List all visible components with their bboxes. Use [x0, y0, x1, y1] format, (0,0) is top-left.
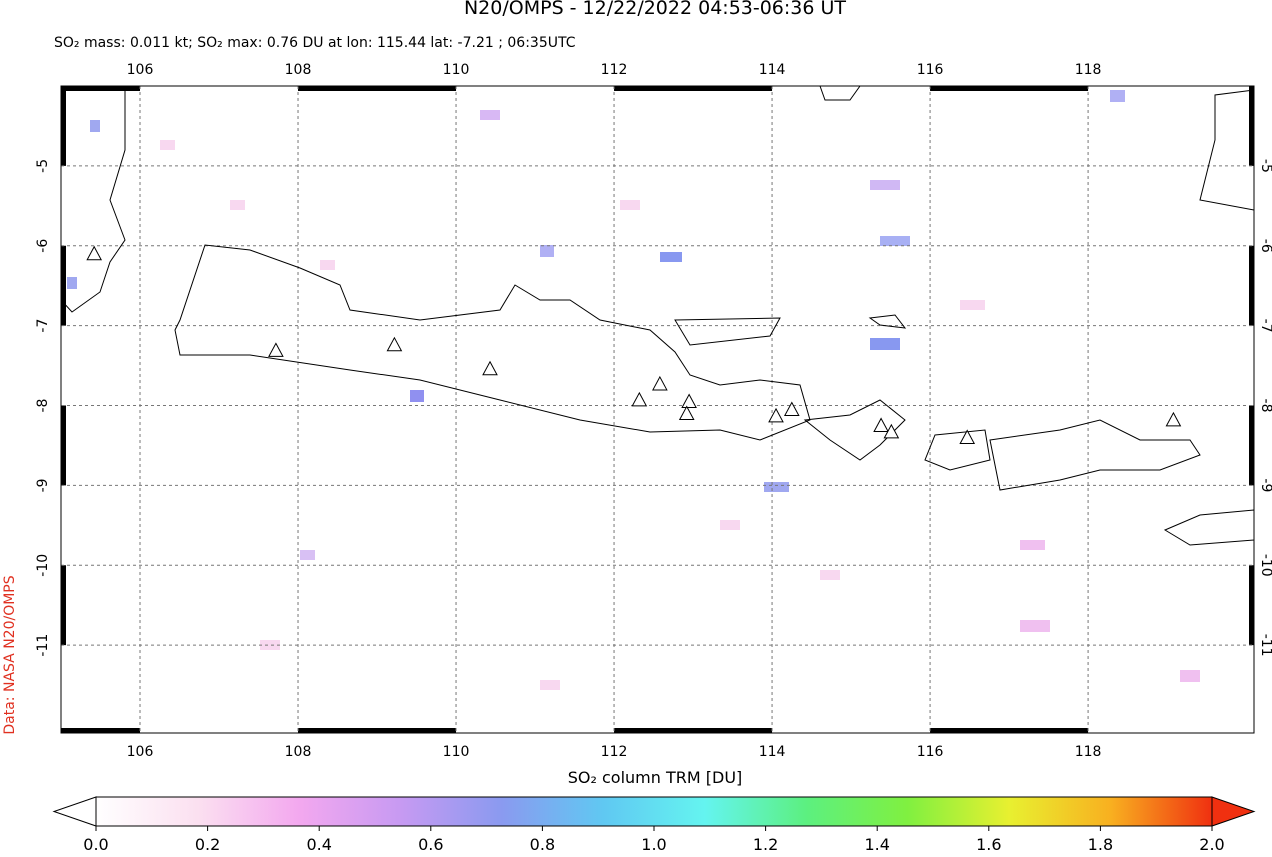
so2-cells: [67, 90, 1200, 690]
colorbar-over: [1211, 796, 1256, 827]
y-tick-label: -8: [1258, 399, 1272, 413]
y-tick-label: -11: [1258, 634, 1272, 657]
y-tick-label: -7: [35, 319, 51, 333]
border-bar: [298, 728, 457, 733]
y-tick-label: -10: [35, 554, 51, 577]
x-tick-label: 106: [127, 62, 154, 78]
border-bar: [61, 728, 141, 733]
x-tick-label: 112: [601, 744, 628, 760]
border-bar: [61, 405, 66, 486]
volcano: [631, 391, 648, 407]
border-bar: [614, 728, 773, 733]
volcano: [883, 423, 900, 439]
x-tick-label: 110: [443, 62, 470, 78]
title: N20/OMPS - 12/22/2022 04:53-06:36 UT: [464, 0, 846, 19]
volcano: [386, 336, 403, 352]
volcano: [652, 375, 668, 391]
volcano: [268, 342, 284, 357]
colorbar-tick-label: 1.6: [976, 835, 1001, 853]
y-tick-label: -6: [1258, 239, 1272, 253]
volcano: [959, 429, 976, 444]
volcano: [86, 245, 103, 261]
x-tick-label: 114: [759, 62, 786, 78]
x-tick-label: 118: [1075, 744, 1102, 760]
border-bar: [61, 245, 66, 326]
border-bar: [930, 728, 1089, 733]
colorbar: 0.0 0.2 0.4 0.6 0.8 1.0 1.2 1.4 1.6 1.8 2.0: [52, 796, 1256, 854]
border-bar: [1249, 565, 1254, 646]
colorbar-tick-label: 0.0: [83, 835, 108, 853]
border-bar: [1249, 245, 1254, 326]
colorbar-tick-label: 2.0: [1199, 835, 1224, 853]
colorbar-tick-label: 0.8: [530, 835, 555, 853]
x-tick-label: 108: [285, 744, 312, 760]
colorbar-tick-label: 0.2: [195, 835, 220, 853]
x-tick-label: 112: [601, 62, 628, 78]
x-tick-label: 106: [127, 744, 154, 760]
border-bar: [61, 565, 66, 646]
grid: 106 106 108 108 110 110 112 112 114 114 116 116 118 1…: [35, 62, 1272, 760]
volcano: [783, 401, 800, 416]
volcano: [681, 393, 697, 409]
x-tick-label: 114: [759, 744, 786, 760]
border-bar: [1249, 405, 1254, 486]
colorbar-tick-label: 0.4: [306, 835, 331, 853]
x-tick-label: 116: [917, 62, 944, 78]
border-bar: [930, 86, 1089, 91]
colorbar-under: [52, 796, 97, 827]
y-tick-label: -6: [35, 239, 51, 253]
border-bar: [61, 86, 66, 166]
y-tick-label: -11: [35, 634, 51, 657]
colorbar-tick-label: 1.2: [753, 835, 778, 853]
y-tick-label: -8: [35, 399, 51, 413]
colorbar-scale: [95, 796, 1213, 827]
volcanoes: [86, 245, 1182, 444]
border-bar: [1249, 86, 1254, 166]
colorbar-tick-label: 1.4: [864, 835, 889, 853]
coastlines: [61, 86, 1254, 546]
colorbar-tick-label: 0.6: [418, 835, 443, 853]
colorbar-tick-label: 1.8: [1088, 835, 1113, 853]
border-bar: [614, 86, 773, 91]
y-tick-label: -10: [1258, 554, 1272, 577]
x-tick-label: 108: [285, 62, 312, 78]
x-tick-label: 118: [1075, 62, 1102, 78]
side-label: Data: NASA N20/OMPS: [2, 575, 18, 734]
border-bar: [298, 86, 457, 91]
volcano: [482, 360, 498, 376]
subtitle: SO₂ mass: 0.011 kt; SO₂ max: 0.76 DU at …: [54, 35, 576, 51]
y-tick-label: -5: [35, 159, 51, 173]
y-tick-label: -9: [1258, 478, 1272, 492]
colorbar-label: SO₂ column TRM [DU]: [568, 768, 743, 787]
x-tick-label: 116: [917, 744, 944, 760]
x-tick-label: 110: [443, 744, 470, 760]
volcano: [1165, 411, 1182, 427]
volcano: [873, 417, 889, 432]
volcano: [768, 407, 784, 423]
y-tick-label: -7: [1258, 319, 1272, 333]
volcano: [678, 405, 695, 420]
y-tick-label: -5: [1258, 159, 1272, 173]
map-frame: [60, 85, 1255, 734]
border-bar: [61, 86, 141, 91]
y-tick-label: -9: [35, 478, 51, 492]
colorbar-tick-label: 1.0: [641, 835, 666, 853]
